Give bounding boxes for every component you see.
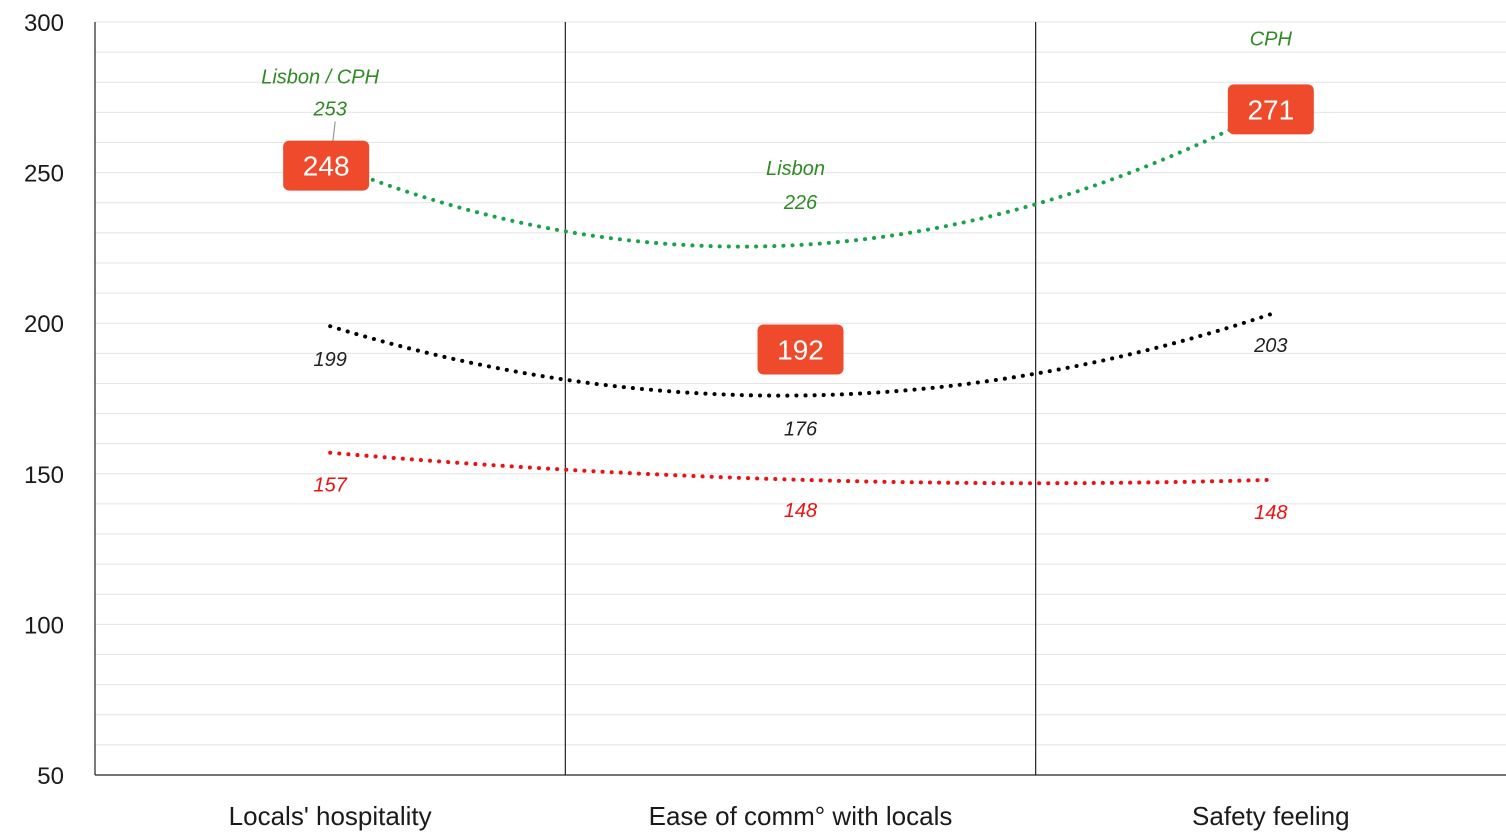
y-tick-label: 300 bbox=[24, 10, 64, 37]
axes: 50 100 150 200 250 300 Locals' hospitality Ease… bbox=[24, 10, 1506, 831]
series-line bbox=[328, 107, 1273, 249]
x-tick-label: Locals' hospitality bbox=[229, 801, 432, 831]
data-label: 226 bbox=[783, 192, 818, 214]
data-label: 148 bbox=[1254, 502, 1287, 524]
data-label: 176 bbox=[784, 418, 818, 440]
data-label: 199 bbox=[313, 349, 346, 371]
callout-badge: 192 bbox=[757, 324, 844, 375]
data-labels: 253 226 Lisbon / CPH Lisbon CPH 199 176 203 157 1… bbox=[261, 28, 1314, 524]
callout-badge-box bbox=[283, 140, 370, 191]
y-tick-label: 250 bbox=[24, 161, 64, 188]
y-tick-label: 50 bbox=[37, 763, 64, 790]
data-label: 148 bbox=[784, 500, 817, 522]
callout-badge-box bbox=[757, 324, 844, 375]
series-annotation: CPH bbox=[1250, 28, 1293, 50]
data-label: 157 bbox=[313, 475, 347, 497]
callout-badge: 248 bbox=[283, 140, 370, 191]
data-label: 253 bbox=[312, 99, 346, 121]
data-label: 203 bbox=[1253, 335, 1287, 357]
x-tick-label: Ease of comm° with locals bbox=[649, 801, 953, 831]
x-tick-label: Safety feeling bbox=[1192, 801, 1350, 831]
series-lines bbox=[328, 107, 1273, 486]
callout-badge-text: 248 bbox=[303, 151, 350, 182]
series-annotation: Lisbon / CPH bbox=[261, 67, 379, 89]
callout-badge-text: 192 bbox=[777, 334, 824, 365]
callout-badge: 271 bbox=[1227, 84, 1314, 135]
y-tick-label: 100 bbox=[24, 612, 64, 639]
callout-badge-box bbox=[1227, 84, 1314, 135]
y-tick-label: 150 bbox=[24, 462, 64, 489]
callout-badge-text: 271 bbox=[1247, 94, 1294, 125]
series-annotation: Lisbon bbox=[766, 158, 825, 180]
series-line bbox=[328, 450, 1273, 486]
y-tick-label: 200 bbox=[24, 311, 64, 338]
